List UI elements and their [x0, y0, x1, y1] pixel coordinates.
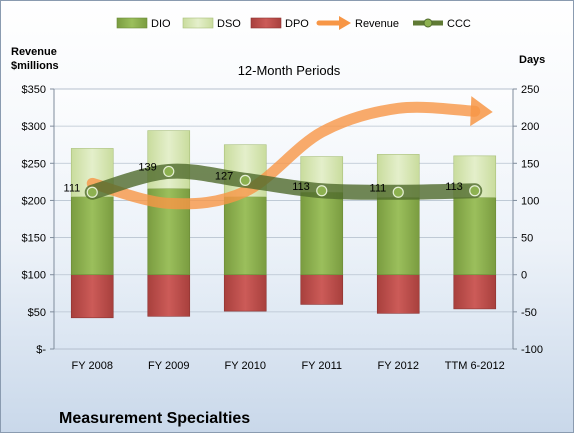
category-label: FY 2011 — [301, 360, 342, 372]
ccc-data-label: 139 — [138, 161, 156, 173]
right-tick-label: -50 — [521, 307, 537, 319]
legend-label-revenue: Revenue — [355, 18, 399, 30]
lines: 111 139 127 113 111 113 — [64, 96, 493, 210]
right-axis-title: Days — [519, 54, 545, 66]
plot-area — [53, 88, 514, 350]
right-tick-label: -100 — [521, 344, 543, 356]
ccc-data-label: 113 — [445, 181, 463, 193]
left-tick-label: $100 — [22, 270, 46, 282]
ccc-data-label: 127 — [215, 170, 233, 182]
left-axis-title-line1: Revenue — [11, 46, 57, 58]
bar-dpo — [300, 274, 344, 305]
ccc-point — [316, 185, 328, 197]
ccc-point — [163, 165, 175, 178]
category-label: FY 2012 — [378, 360, 419, 372]
legend-item-dio: DIO — [116, 17, 171, 30]
left-tick-label: $300 — [22, 121, 46, 133]
bar-dio — [300, 191, 344, 276]
legend-item-dpo: DPO — [250, 17, 309, 30]
ccc-line — [84, 163, 483, 200]
ccc-data-label: 111 — [64, 182, 81, 194]
chart-title: 12-Month Periods — [238, 63, 341, 78]
left-tick-label: $- — [36, 344, 46, 356]
revenue-line — [86, 101, 481, 210]
left-tick-label: $350 — [22, 84, 46, 96]
bar-dpo — [376, 274, 420, 314]
legend-label-dso: DSO — [217, 18, 241, 30]
category-label: FY 2008 — [72, 360, 113, 372]
legend-label-dpo: DPO — [285, 18, 309, 30]
ccc-point — [392, 186, 404, 198]
bar-dio — [453, 197, 497, 276]
company-name: Measurement Specialties — [59, 410, 250, 427]
left-tick-label: $200 — [22, 195, 46, 207]
legend-item-dso: DSO — [182, 17, 241, 30]
category-label: TTM 6-2012 — [445, 360, 505, 372]
left-tick-label: $150 — [22, 233, 46, 245]
ccc-point — [239, 174, 251, 186]
ccc-point — [86, 186, 98, 198]
category-label: FY 2010 — [225, 360, 266, 372]
left-tick-label: $50 — [28, 307, 46, 319]
right-tick-label: 150 — [521, 158, 539, 170]
right-tick-label: 50 — [521, 233, 533, 245]
bar-dio — [70, 196, 114, 276]
left-axis-title-line2: $millions — [11, 60, 59, 72]
legend-item-ccc: CCC — [413, 18, 471, 30]
tick-labels: $- $50 $100 $150 $200 $250 $300 $350 -100 -50 0 50 1… — [22, 84, 544, 372]
left-tick-label: $250 — [22, 158, 46, 170]
revenue-arrow-head — [470, 96, 493, 127]
bar-dpo — [453, 274, 497, 310]
right-tick-label: 100 — [521, 195, 539, 207]
right-tick-label: 200 — [521, 121, 539, 133]
legend: DIO DSO DPO Revenue CCC — [116, 16, 471, 30]
ccc-data-label: 111 — [370, 182, 387, 194]
right-tick-label: 250 — [521, 84, 539, 96]
right-tick-label: 0 — [521, 270, 527, 282]
bar-dpo — [147, 274, 191, 317]
bar-dio — [376, 197, 420, 276]
bar-dpo — [223, 274, 267, 312]
category-label: FY 2009 — [148, 360, 189, 372]
ccc-point — [469, 185, 481, 197]
ccc-data-label: 113 — [292, 181, 310, 193]
bar-dpo — [70, 274, 114, 319]
legend-item-revenue: Revenue — [316, 16, 399, 30]
legend-label-dio: DIO — [151, 18, 171, 30]
bar-dio — [223, 196, 267, 276]
legend-label-ccc: CCC — [447, 18, 471, 30]
